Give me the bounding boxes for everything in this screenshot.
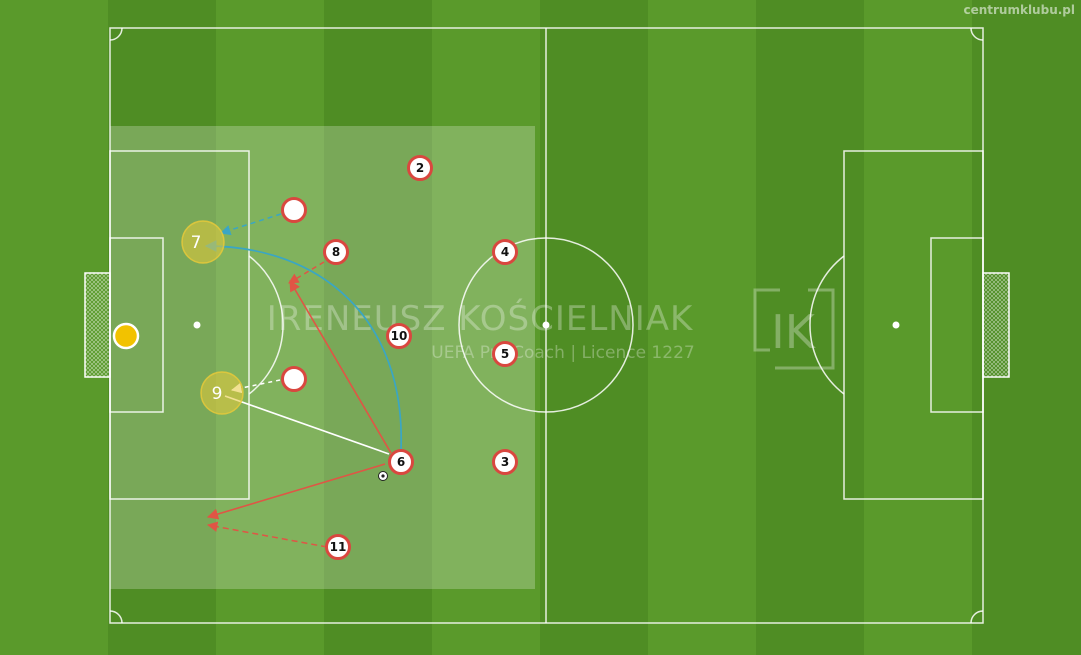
player-8-number: 8 — [332, 245, 340, 259]
goalkeeper-marker[interactable] — [112, 322, 140, 350]
dashed-run-opp-top — [219, 213, 282, 236]
player-5[interactable]: 5 — [492, 341, 518, 367]
highlight-player-9-number: 9 — [212, 384, 223, 404]
player-8[interactable]: 8 — [323, 239, 349, 265]
opponent-marker-bottom[interactable] — [281, 366, 307, 392]
player-2[interactable]: 2 — [407, 155, 433, 181]
player-6[interactable]: 6 — [388, 449, 414, 475]
watermark-name: IRENEUSZ KOŚCIELNIAK — [267, 298, 694, 339]
player-3-number: 3 — [501, 455, 509, 469]
right-goal — [982, 272, 1010, 378]
player-6-number: 6 — [397, 455, 405, 469]
watermark-logo: IK — [753, 288, 835, 370]
ball-icon — [378, 471, 388, 481]
dashed-run-11 — [206, 521, 328, 548]
player-3[interactable]: 3 — [492, 449, 518, 475]
player-4-number: 4 — [501, 245, 509, 259]
highlight-player-7[interactable]: 7 — [181, 220, 225, 264]
site-label: centrumklubu.pl — [963, 3, 1075, 17]
player-2-number: 2 — [416, 161, 424, 175]
player-10[interactable]: 10 — [386, 323, 412, 349]
player-11[interactable]: 11 — [325, 534, 351, 560]
player-5-number: 5 — [501, 347, 509, 361]
watermark-logo-text: IK — [771, 305, 817, 359]
highlight-player-9[interactable]: 9 — [200, 371, 244, 415]
player-4[interactable]: 4 — [492, 239, 518, 265]
player-11-number: 11 — [330, 540, 347, 554]
highlight-zone — [110, 126, 535, 589]
watermark-subtitle: UEFA Pro Coach | Licence 1227 — [431, 343, 694, 363]
left-goal — [84, 272, 111, 378]
opponent-marker-top[interactable] — [281, 197, 307, 223]
pass-lines — [204, 240, 402, 520]
pitch-spots — [193, 321, 900, 329]
dashed-run-8 — [288, 261, 325, 284]
player-10-number: 10 — [391, 329, 408, 343]
highlight-player-7-number: 7 — [191, 233, 202, 253]
